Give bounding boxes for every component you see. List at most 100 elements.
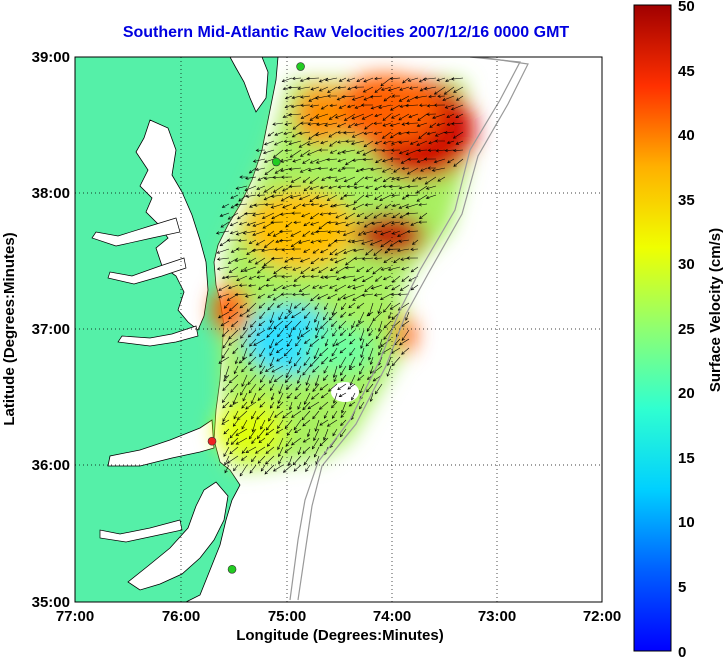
velocity-arrow (303, 455, 311, 466)
velocity-arrow (270, 194, 284, 198)
velocity-arrow (406, 131, 419, 135)
bathymetry-contours (289, 57, 529, 601)
velocity-arrow (359, 383, 365, 394)
velocity-arrow (398, 203, 410, 209)
velocity-arrow (408, 113, 419, 119)
velocity-arrow (221, 329, 230, 337)
velocity-arrow (359, 401, 365, 410)
velocity-arrow (309, 113, 320, 121)
velocity-arrow (425, 194, 437, 200)
velocity-arrow (380, 239, 392, 248)
velocity-arrow (221, 347, 230, 359)
velocity-arrow (401, 275, 410, 282)
velocity-arrow (229, 230, 239, 235)
velocity-arrow (442, 95, 455, 102)
velocity-arrow (374, 185, 383, 191)
velocity-arrow (432, 113, 446, 119)
velocity-arrow (255, 167, 266, 172)
velocity-arrow (277, 392, 284, 404)
velocity-arrow (249, 365, 257, 371)
velocity-arrow (406, 229, 419, 234)
velocity-arrow (381, 167, 392, 173)
velocity-arrow (352, 284, 365, 290)
velocity-arrow (425, 185, 437, 190)
velocity-arrow (299, 257, 311, 263)
velocity-arrow (380, 266, 392, 271)
station-marker (296, 62, 305, 71)
velocity-arrow (281, 77, 293, 83)
velocity-arrow (348, 329, 356, 337)
velocity-arrow (342, 230, 356, 237)
velocity-arrow (319, 383, 329, 391)
velocity-arrow (224, 455, 230, 466)
velocity-arrow (333, 239, 347, 243)
velocity-arrow (297, 347, 302, 356)
velocity-arrow (252, 221, 266, 227)
velocity-arrow (391, 193, 401, 198)
velocity-arrow (253, 203, 266, 207)
velocity-arrow (292, 122, 302, 130)
velocity-arrow (370, 104, 383, 110)
velocity-arrow (341, 166, 355, 170)
velocity-arrow (369, 356, 374, 365)
velocity-arrow (249, 338, 257, 347)
velocity-arrow (252, 212, 266, 217)
velocity-arrow (290, 230, 302, 237)
velocity-arrow (392, 212, 401, 219)
velocity-arrow (290, 239, 302, 248)
velocity-arrow (383, 320, 392, 329)
velocity-arrow (245, 176, 257, 180)
velocity-arrow (401, 329, 410, 342)
velocity-arrow (331, 302, 338, 316)
velocity-arrow (292, 158, 302, 163)
velocity-arrow (303, 248, 311, 253)
velocity-arrow (328, 284, 338, 289)
velocity-arrow (378, 104, 392, 109)
velocity-arrow (351, 113, 365, 120)
velocity-arrow (274, 247, 284, 251)
velocity-arrow (337, 158, 347, 163)
velocity-arrow (261, 265, 275, 269)
velocity-arrow (265, 283, 275, 288)
velocity-arrow (337, 85, 347, 90)
velocity-arrow (400, 221, 410, 226)
velocity-arrow (248, 167, 257, 174)
velocity-arrow (335, 212, 347, 219)
velocity-arrow (328, 185, 338, 190)
velocity-arrow (409, 86, 419, 90)
velocity-arrow (328, 383, 338, 392)
velocity-arrow (374, 275, 383, 282)
station-marker (272, 157, 281, 167)
velocity-arrow (450, 77, 464, 81)
velocity-arrow (285, 383, 293, 390)
map-title: Southern Mid-Atlantic Raw Velocities 200… (122, 24, 570, 41)
velocity-arrow (305, 464, 311, 473)
velocity-arrow (343, 248, 356, 255)
station-markers (207, 62, 305, 574)
velocity-arrow (405, 311, 410, 321)
velocity-arrow (329, 248, 338, 256)
velocity-arrow (418, 77, 428, 83)
velocity-arrow (356, 266, 365, 272)
velocity-arrow (382, 122, 392, 127)
velocity-arrow (391, 275, 401, 283)
velocity-arrow (269, 356, 275, 367)
velocity-arrow (326, 194, 338, 201)
velocity-arrow (263, 158, 275, 163)
colorbar-tick-label: 15 (678, 450, 695, 467)
velocity-arrow (360, 347, 365, 359)
velocity-arrow (336, 230, 347, 234)
velocity-arrow (341, 275, 356, 280)
velocity-arrow (254, 257, 266, 265)
velocity-arrow (333, 374, 338, 383)
velocity-arrow (431, 167, 446, 172)
velocity-arrow (302, 230, 311, 237)
velocity-arrow (242, 347, 248, 361)
velocity-arrow (383, 257, 392, 263)
velocity-arrow (406, 256, 419, 260)
velocity-arrow (278, 455, 284, 465)
velocity-arrow (390, 221, 401, 225)
velocity-arrow (230, 383, 239, 393)
velocity-arrow (347, 86, 356, 91)
velocity-arrow (331, 410, 338, 419)
